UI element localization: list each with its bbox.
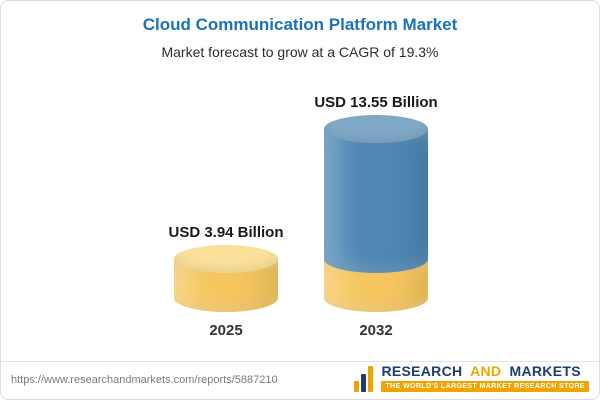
logo-name: RESEARCH AND MARKETS	[381, 362, 581, 379]
chart-subtitle: Market forecast to grow at a CAGR of 19.…	[161, 44, 439, 60]
forecast-segment	[324, 129, 428, 273]
report-url: https://www.researchandmarkets.com/repor…	[11, 374, 278, 386]
market-chart: USD 3.94 Billion 2025 USD 13.55 Billion …	[1, 81, 599, 339]
footer-divider	[1, 361, 599, 362]
axis-label-2025: 2025	[209, 322, 243, 339]
value-label-2025: USD 3.94 Billion	[168, 224, 284, 241]
research-and-markets-logo: RESEARCH AND MARKETS THE WORLD'S LARGEST…	[354, 362, 589, 392]
cylinder-bar-2032	[324, 115, 428, 312]
value-label-2032: USD 13.55 Billion	[314, 94, 438, 111]
cylinder-top-2032	[324, 115, 428, 143]
logo-bar-icon	[361, 374, 367, 392]
logo-bars-icon	[354, 366, 375, 392]
logo-word-research: RESEARCH	[381, 362, 463, 379]
banner-header: Cloud Communication Platform Market Mark…	[1, 15, 599, 60]
logo-tagline: THE WORLD'S LARGEST MARKET RESEARCH STOR…	[381, 381, 589, 392]
bar-group-2025: USD 3.94 Billion 2025	[168, 224, 283, 339]
cylinder-bar-2025	[174, 245, 278, 312]
logo-word-markets: MARKETS	[509, 362, 581, 379]
bar-group-2032: USD 13.55 Billion 2032	[314, 94, 437, 339]
logo-word-and: AND	[470, 362, 502, 379]
logo-bar-icon	[354, 381, 360, 392]
chart-title: Cloud Communication Platform Market	[142, 15, 458, 34]
axis-label-2032: 2032	[359, 322, 393, 339]
cylinder-top-2025	[174, 245, 278, 273]
logo-bar-icon	[368, 366, 374, 392]
logo-text: RESEARCH AND MARKETS THE WORLD'S LARGEST…	[381, 362, 589, 392]
